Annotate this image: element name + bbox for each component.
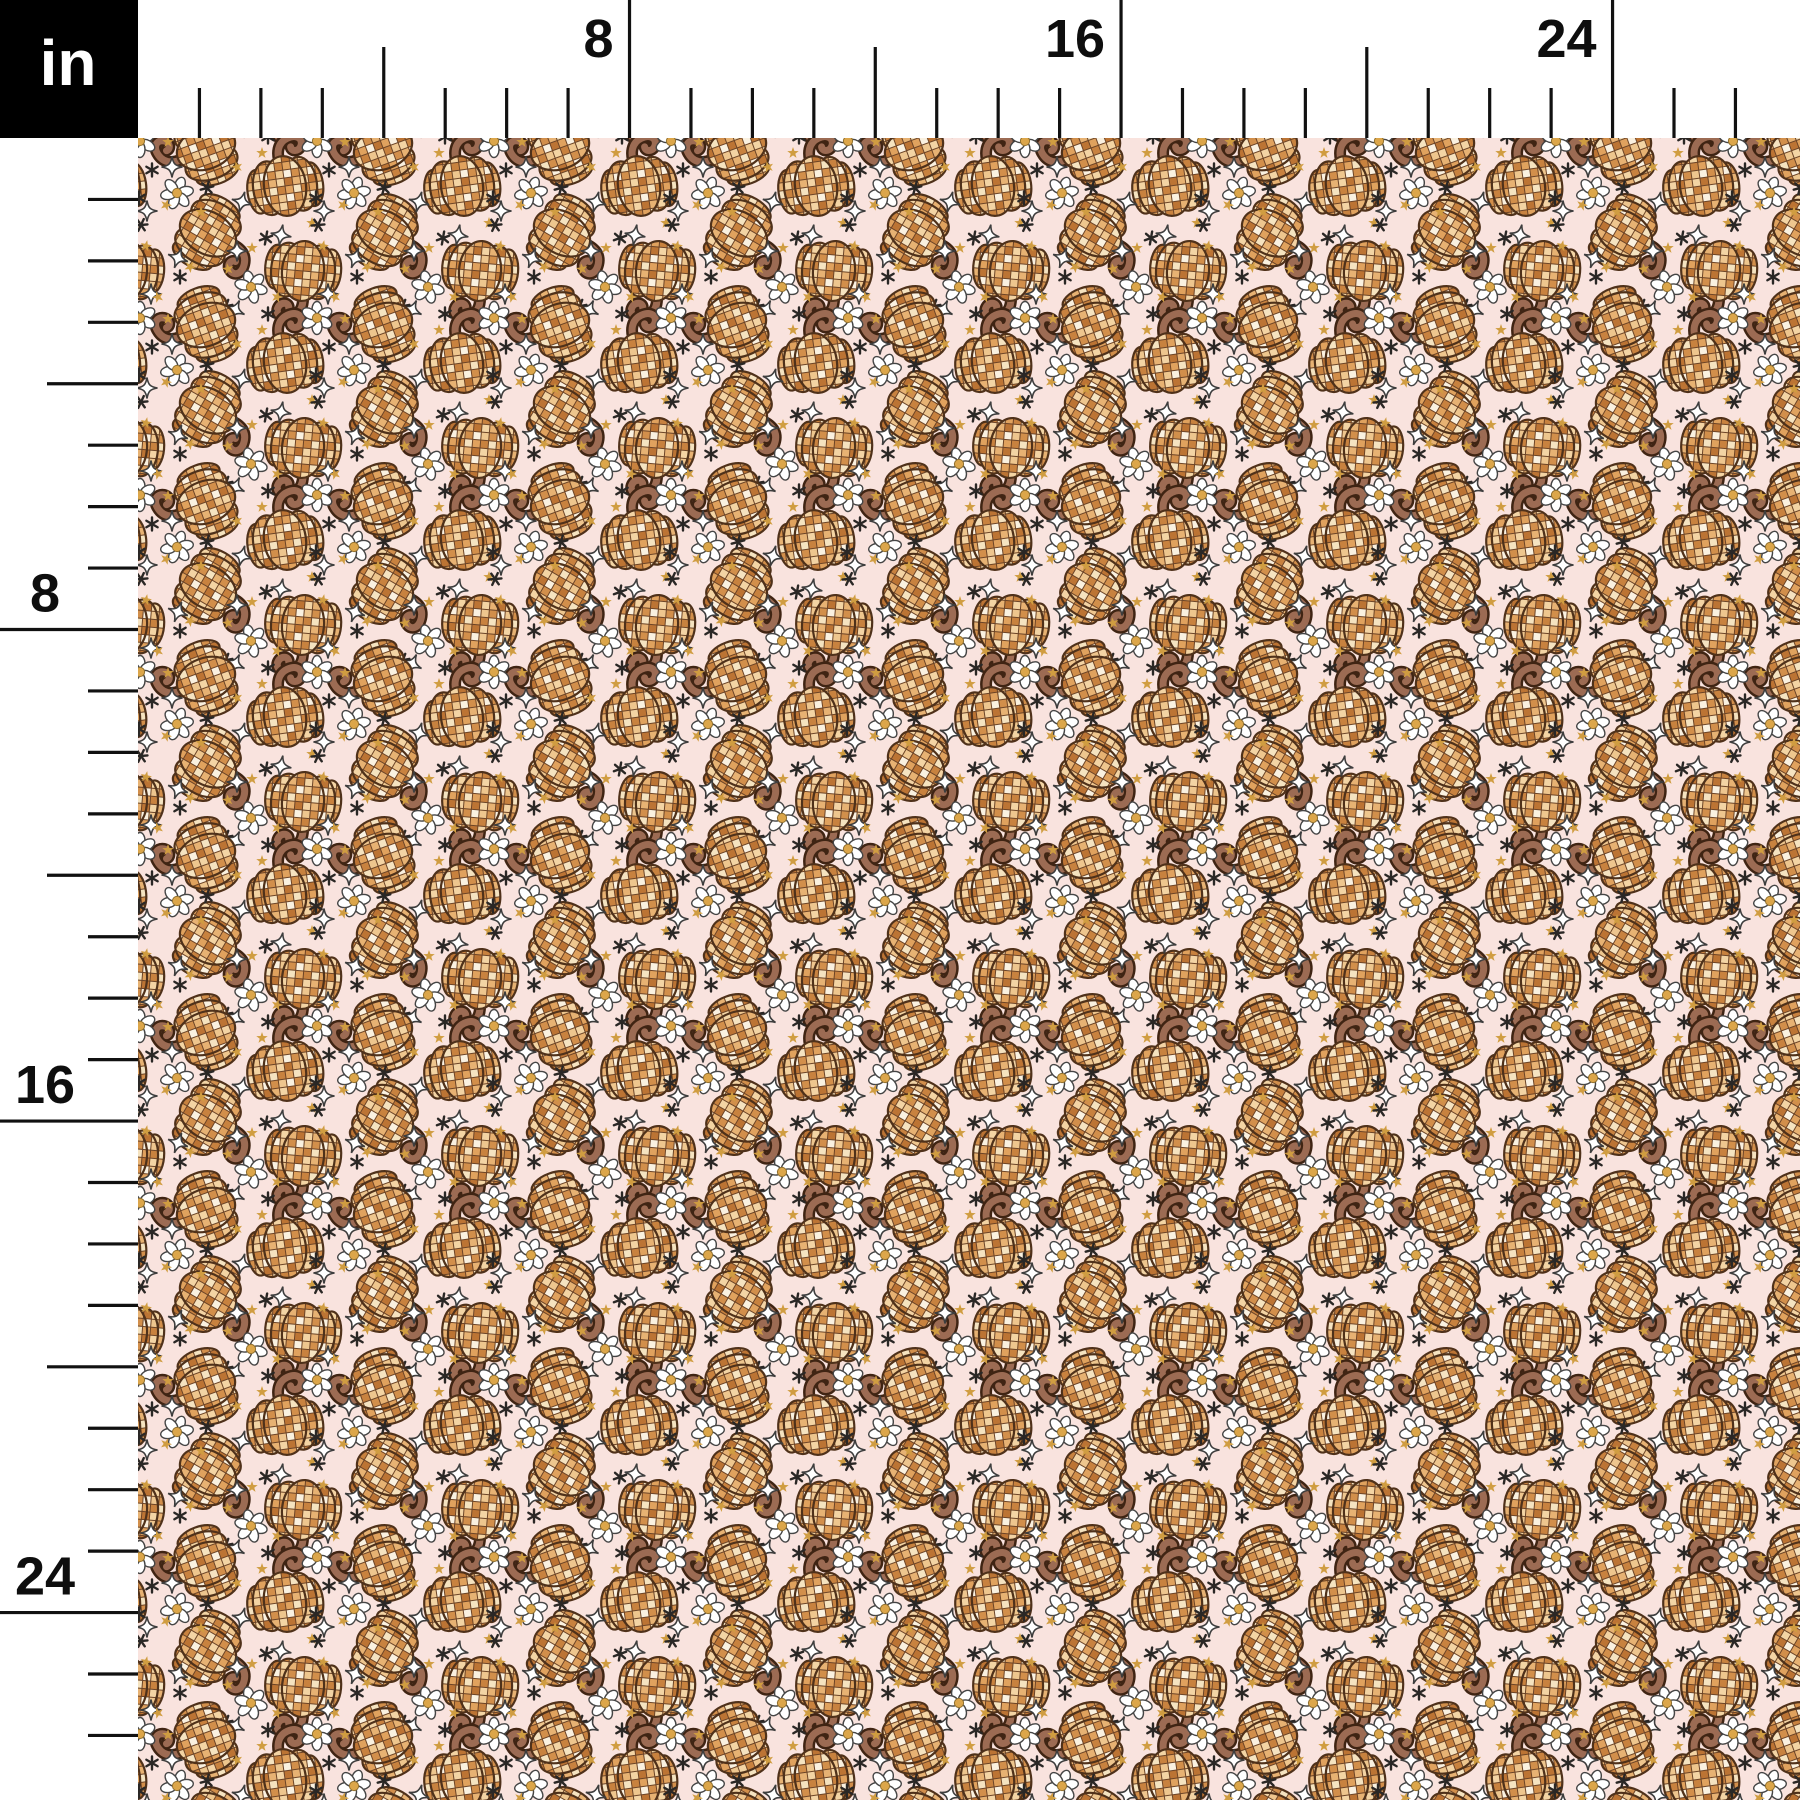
left-ruler-number: 8 [30,564,60,624]
left-ruler [0,197,138,1738]
top-ruler-numbers: 8 16 24 [583,9,1596,69]
unit-label: in [40,27,97,99]
left-ruler-number: 24 [15,1547,75,1607]
left-ruler-number: 16 [15,1055,75,1115]
left-ruler-numbers: 8 16 24 [15,564,75,1607]
top-ruler [197,0,1738,138]
top-ruler-number: 8 [583,9,613,69]
top-ruler-number: 16 [1045,9,1105,69]
unit-box [0,0,138,138]
fabric-swatch-pattern [138,138,1800,1800]
top-ruler-number: 24 [1536,9,1596,69]
